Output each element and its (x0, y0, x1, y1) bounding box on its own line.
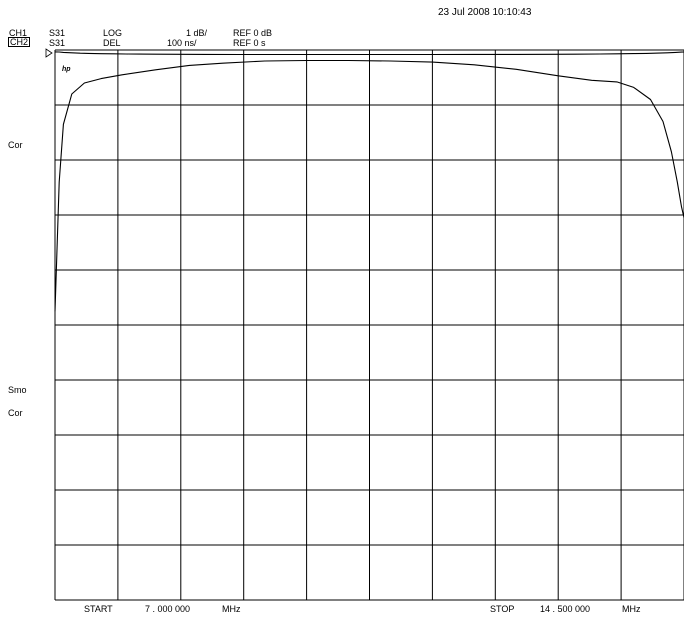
stop-frequency-value: 14 . 500 000 (540, 604, 591, 614)
channel-2-correction-label: Cor (8, 408, 23, 418)
timestamp: 23 Jul 2008 10:10:43 (438, 7, 532, 18)
start-frequency-label: START (84, 604, 113, 614)
channel-2-reference: REF 0 s (233, 38, 266, 48)
channel-2-parameter: S31 (49, 38, 66, 48)
channel-1-correction-label: Cor (8, 140, 23, 150)
reference-marker-icon (45, 48, 53, 58)
traces (54, 51, 684, 312)
channel-1-format: LOG (103, 28, 123, 38)
channel-1-label[interactable]: CH1 (9, 28, 28, 38)
channel-2-smoothing-label: Smo (8, 385, 27, 395)
trace-ch2-group-delay (54, 51, 684, 56)
channel-2-format: DEL (103, 38, 121, 48)
channel-2-label-active[interactable]: CH2 (8, 37, 31, 47)
channel-2-scale: 100 ns/ (167, 38, 197, 48)
hp-logo: hp (62, 66, 71, 73)
start-frequency-unit: MHz (222, 604, 241, 614)
channel-1-reference: REF 0 dB (233, 28, 273, 38)
channel-1-scale: 1 dB/ (186, 28, 208, 38)
stop-frequency-unit: MHz (622, 604, 641, 614)
trace-ch1-log-magnitude (54, 59, 684, 312)
grid (54, 49, 684, 601)
channel-1-parameter: S31 (49, 28, 66, 38)
start-frequency-value: 7 . 000 000 (145, 604, 191, 614)
stop-frequency-label: STOP (490, 604, 515, 614)
